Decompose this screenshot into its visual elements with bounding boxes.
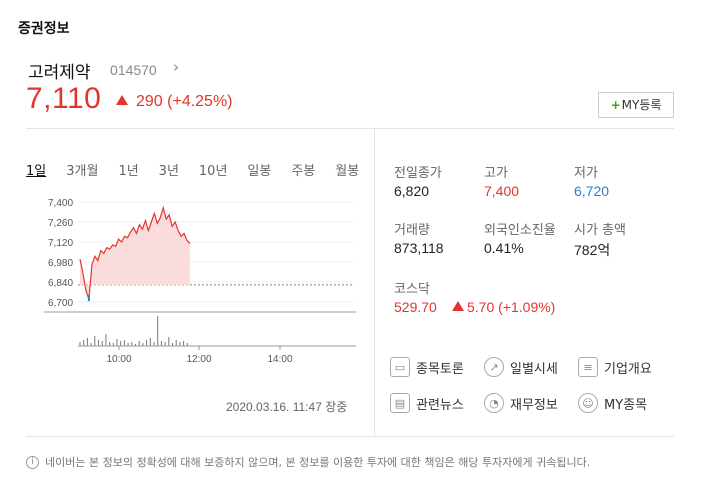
link-discussion[interactable]: ▭ 종목토론 — [390, 357, 464, 377]
pie-icon: ◔ — [484, 393, 504, 413]
period-tabs: 1일 3개월 1년 3년 10년 일봉 주봉 월봉 — [26, 160, 379, 179]
stock-name[interactable]: 고려제약 — [28, 63, 91, 83]
divider — [26, 436, 674, 437]
user-icon: ☺ — [578, 393, 598, 413]
tab-1y[interactable]: 1년 — [118, 164, 139, 179]
chevron-right-icon[interactable]: › — [173, 58, 179, 76]
my-register-label: MY등록 — [621, 98, 662, 112]
tab-daily[interactable]: 일봉 — [247, 164, 272, 179]
volume-label: 거래량 — [394, 223, 430, 238]
divider — [374, 129, 375, 436]
disclaimer: i 네이버는 본 정보의 정확성에 대해 보증하지 않으며, 본 정보를 이용한 … — [26, 454, 590, 470]
tab-monthly[interactable]: 월봉 — [335, 164, 360, 179]
price-chart: 7,400 7,260 7,120 6,980 6,840 6,700 10:00 12:00… — [44, 198, 356, 365]
y-tick-label: 7,400 — [48, 198, 73, 209]
link-financial-info[interactable]: ◔ 재무정보 — [484, 393, 558, 413]
y-tick-label: 7,260 — [48, 218, 73, 229]
chat-icon: ▭ — [390, 357, 410, 377]
timestamp: 2020.03.16. 11:47 장중 — [226, 400, 348, 414]
low-value: 6,720 — [574, 183, 610, 199]
stock-code[interactable]: 014570 — [110, 62, 157, 78]
tab-3m[interactable]: 3개월 — [66, 164, 99, 179]
price-line — [79, 205, 191, 300]
prev-close-label: 전일종가 — [394, 166, 442, 181]
up-triangle-icon — [116, 95, 128, 105]
foreign-value: 0.41% — [484, 240, 524, 256]
y-tick-label: 6,980 — [48, 258, 73, 269]
info-icon: i — [26, 455, 39, 469]
link-my-stocks[interactable]: ☺ MY종목 — [578, 393, 647, 413]
link-daily-price[interactable]: ↗ 일별시세 — [484, 357, 558, 377]
price-change: 290 (+4.25%) — [116, 93, 233, 111]
tab-3y[interactable]: 3년 — [158, 164, 179, 179]
y-tick-label: 7,120 — [48, 238, 73, 249]
tab-1d[interactable]: 1일 — [26, 164, 47, 179]
news-icon: ▤ — [390, 393, 410, 413]
index-value: 529.70 — [394, 299, 437, 315]
link-label: MY종목 — [604, 397, 648, 413]
tab-10y[interactable]: 10년 — [198, 164, 228, 179]
tab-weekly[interactable]: 주봉 — [291, 164, 316, 179]
foreign-label: 외국인소진율 — [484, 223, 556, 238]
high-value: 7,400 — [484, 183, 520, 199]
x-tick-label: 12:00 — [186, 354, 211, 365]
my-register-button[interactable]: +MY등록 — [598, 92, 674, 118]
market-cap-label: 시가 총액 — [574, 223, 626, 238]
market-cap-value: 782억 — [574, 242, 611, 258]
index-change-value: 5.70 (+1.09%) — [467, 299, 556, 315]
list-icon: ≡ — [578, 357, 598, 377]
prev-close-value: 6,820 — [394, 183, 430, 199]
link-company-overview[interactable]: ≡ 기업개요 — [578, 357, 652, 377]
price-change-value: 290 (+4.25%) — [136, 93, 233, 110]
section-title: 증권정보 — [18, 21, 70, 37]
index-change: 5.70 (+1.09%) — [452, 299, 555, 315]
link-label: 관련뉴스 — [416, 397, 464, 413]
plus-icon: + — [610, 98, 621, 112]
up-triangle-icon — [452, 301, 464, 311]
index-label: 코스닥 — [394, 282, 430, 297]
y-tick-label: 6,840 — [48, 278, 73, 289]
link-related-news[interactable]: ▤ 관련뉴스 — [390, 393, 464, 413]
trend-icon: ↗ — [484, 357, 504, 377]
divider — [26, 128, 674, 129]
disclaimer-text: 네이버는 본 정보의 정확성에 대해 보증하지 않으며, 본 정보를 이용한 투… — [45, 456, 591, 469]
link-label: 일별시세 — [510, 361, 558, 377]
link-label: 종목토론 — [416, 361, 464, 377]
high-label: 고가 — [484, 166, 508, 181]
x-tick-label: 14:00 — [267, 354, 292, 365]
x-tick-label: 10:00 — [106, 354, 131, 365]
price-area — [80, 207, 190, 300]
volume-value: 873,118 — [394, 240, 444, 256]
y-tick-label: 6,700 — [48, 298, 73, 309]
current-price: 7,110 — [26, 82, 102, 115]
link-label: 기업개요 — [604, 361, 652, 377]
link-label: 재무정보 — [510, 397, 558, 413]
low-label: 저가 — [574, 166, 598, 181]
